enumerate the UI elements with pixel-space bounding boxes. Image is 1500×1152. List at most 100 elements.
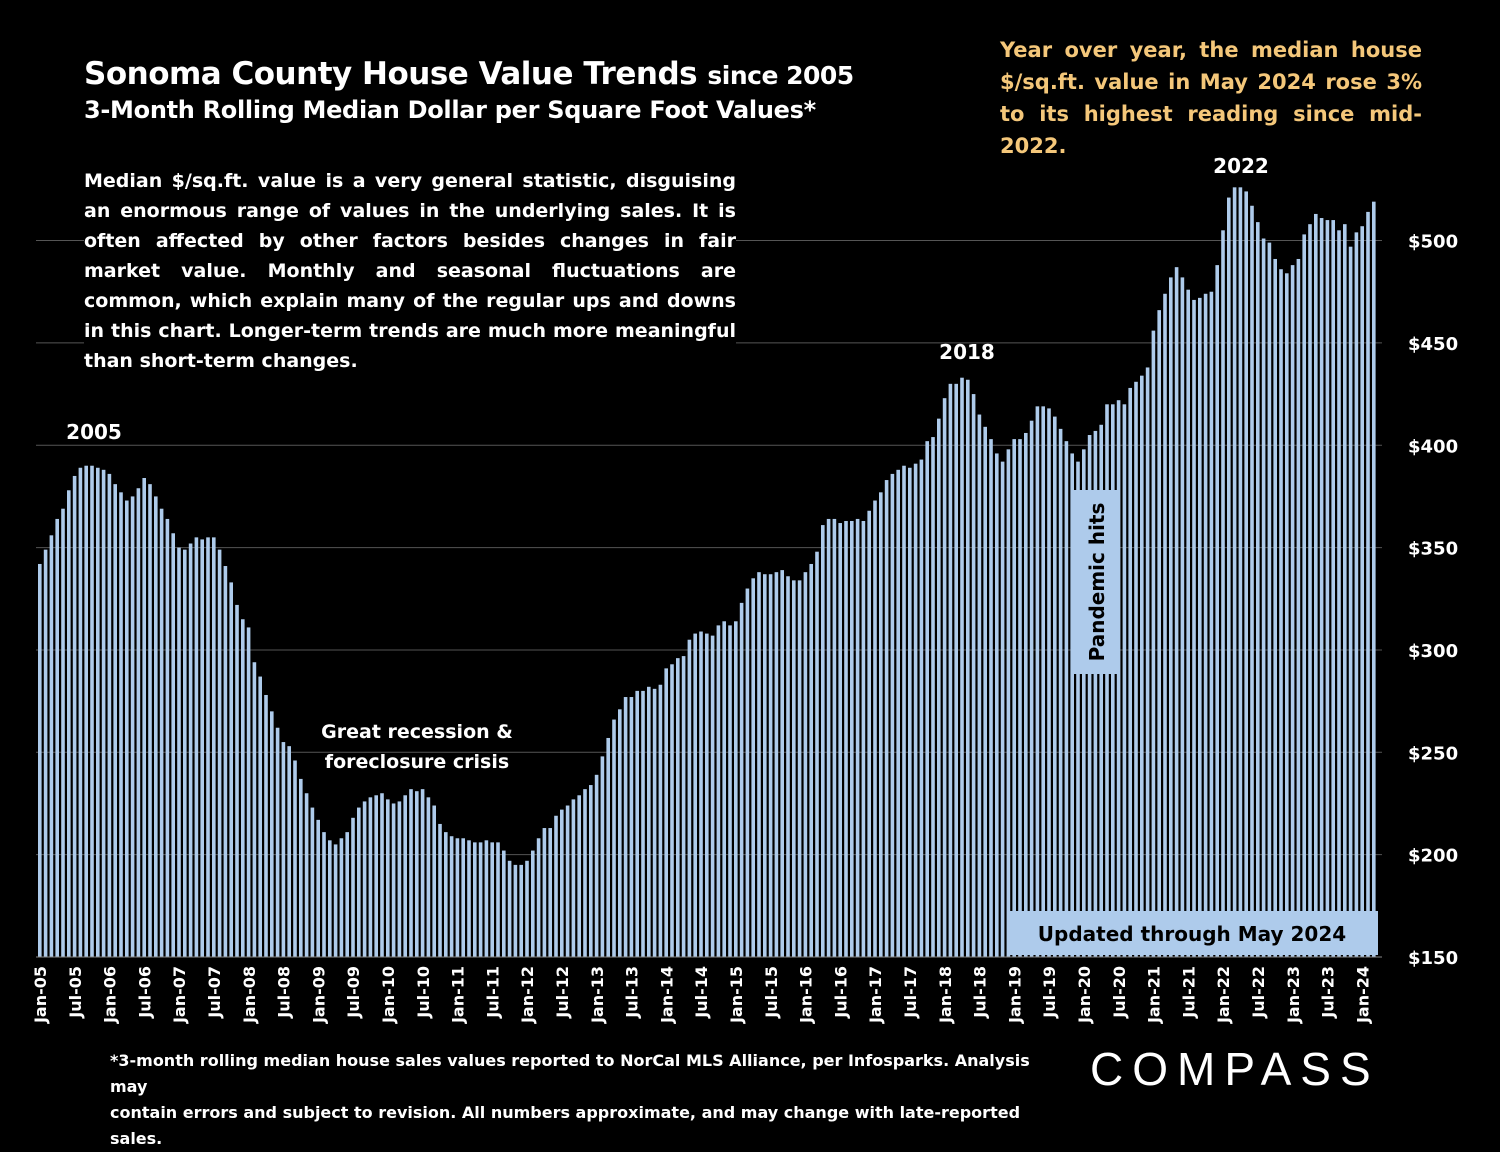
chart-subtitle: 3-Month Rolling Median Dollar per Square…: [84, 96, 816, 124]
bar: [1302, 234, 1306, 957]
bar: [757, 572, 761, 957]
x-tick-label: Jul-05: [66, 966, 85, 1019]
bar: [246, 627, 251, 957]
bar: [1209, 291, 1214, 958]
bar: [1343, 224, 1347, 957]
updated-label-box: [1007, 911, 1378, 955]
bar: [339, 838, 344, 957]
bar: [1024, 432, 1028, 957]
bar: [1250, 205, 1254, 958]
bar: [745, 588, 750, 957]
x-tick-label: Jan-19: [1005, 966, 1024, 1024]
bar: [351, 817, 355, 957]
annotation-2022: 2022: [1213, 154, 1269, 178]
bar: [1360, 226, 1364, 957]
bar: [583, 789, 587, 957]
bar: [942, 398, 947, 957]
x-tick-label: Jan-23: [1284, 966, 1303, 1024]
bar: [188, 543, 193, 957]
bar: [107, 473, 112, 957]
bar: [235, 604, 239, 957]
compass-logo: COMPASS: [1090, 1043, 1380, 1095]
annotation-2005: 2005: [66, 420, 122, 444]
bar: [676, 658, 680, 957]
bar: [641, 690, 645, 957]
bar: [652, 688, 657, 957]
x-tick-label: Jan-24: [1353, 966, 1372, 1024]
bar: [884, 480, 889, 957]
bar: [420, 789, 425, 957]
bar: [693, 633, 697, 957]
bar: [687, 639, 692, 957]
bar: [1099, 424, 1103, 957]
bar: [1105, 404, 1109, 957]
bar: [832, 518, 837, 957]
bar: [310, 807, 315, 957]
bar: [919, 459, 924, 957]
x-tick-label: Jul-20: [1110, 966, 1129, 1019]
bar: [1348, 246, 1353, 958]
x-tick-label: Jan-08: [240, 966, 259, 1024]
bar: [333, 844, 338, 957]
bar-series: [38, 187, 1376, 958]
bar: [1122, 404, 1127, 957]
bar: [281, 742, 286, 957]
bar: [1221, 230, 1225, 957]
bar: [206, 537, 210, 957]
bar: [699, 631, 703, 957]
chart: $150$200$250$300$350$400$450$500 Jan-05 J…: [31, 154, 1458, 1024]
updated-label: Updated through May 2024: [1038, 922, 1346, 946]
bar: [1180, 277, 1185, 957]
bar: [855, 518, 860, 957]
bar: [119, 492, 123, 957]
bar: [1227, 197, 1231, 958]
bar: [1273, 258, 1277, 957]
x-tick-label: Jul-08: [275, 966, 294, 1019]
x-tick-label: Jan-22: [1214, 966, 1233, 1024]
bar: [722, 621, 726, 957]
bar: [461, 838, 465, 957]
bar: [200, 539, 204, 957]
x-tick-label: Jul-21: [1179, 966, 1198, 1019]
bar: [78, 467, 83, 957]
footnote: *3-month rolling median house sales valu…: [110, 1048, 1070, 1152]
x-tick-label: Jan-18: [936, 966, 955, 1024]
bar: [432, 805, 436, 957]
bar: [1192, 299, 1196, 958]
x-tick-label: Jan-05: [31, 966, 50, 1024]
bar: [1279, 269, 1283, 957]
bar: [548, 828, 552, 957]
bar: [1041, 406, 1045, 957]
bar: [710, 635, 715, 957]
bar: [1169, 277, 1173, 957]
bar: [125, 500, 129, 957]
y-tick-label: $450: [1408, 334, 1458, 355]
bar: [96, 467, 100, 957]
bar: [664, 668, 668, 957]
bar: [1267, 242, 1272, 958]
bar: [861, 520, 866, 957]
bar: [1215, 265, 1219, 957]
y-tick-label: $400: [1408, 436, 1458, 457]
bar: [966, 379, 970, 958]
bar: [1314, 213, 1318, 958]
bar: [467, 840, 471, 957]
bar: [264, 694, 268, 957]
bar: [1256, 222, 1260, 957]
bar: [635, 690, 639, 957]
bar: [165, 518, 170, 957]
bar: [983, 426, 987, 957]
bar: [960, 377, 964, 958]
annotation-recession-line2: foreclosure crisis: [325, 751, 509, 773]
bar: [838, 523, 842, 957]
bar: [937, 418, 941, 957]
bar: [130, 496, 135, 957]
bar: [49, 535, 54, 957]
bar: [606, 737, 610, 957]
bar: [954, 383, 958, 958]
bar: [565, 805, 570, 957]
annotation-recession-line1: Great recession &: [321, 721, 513, 743]
bar: [948, 383, 953, 958]
bar: [270, 711, 274, 957]
bar: [768, 574, 773, 957]
